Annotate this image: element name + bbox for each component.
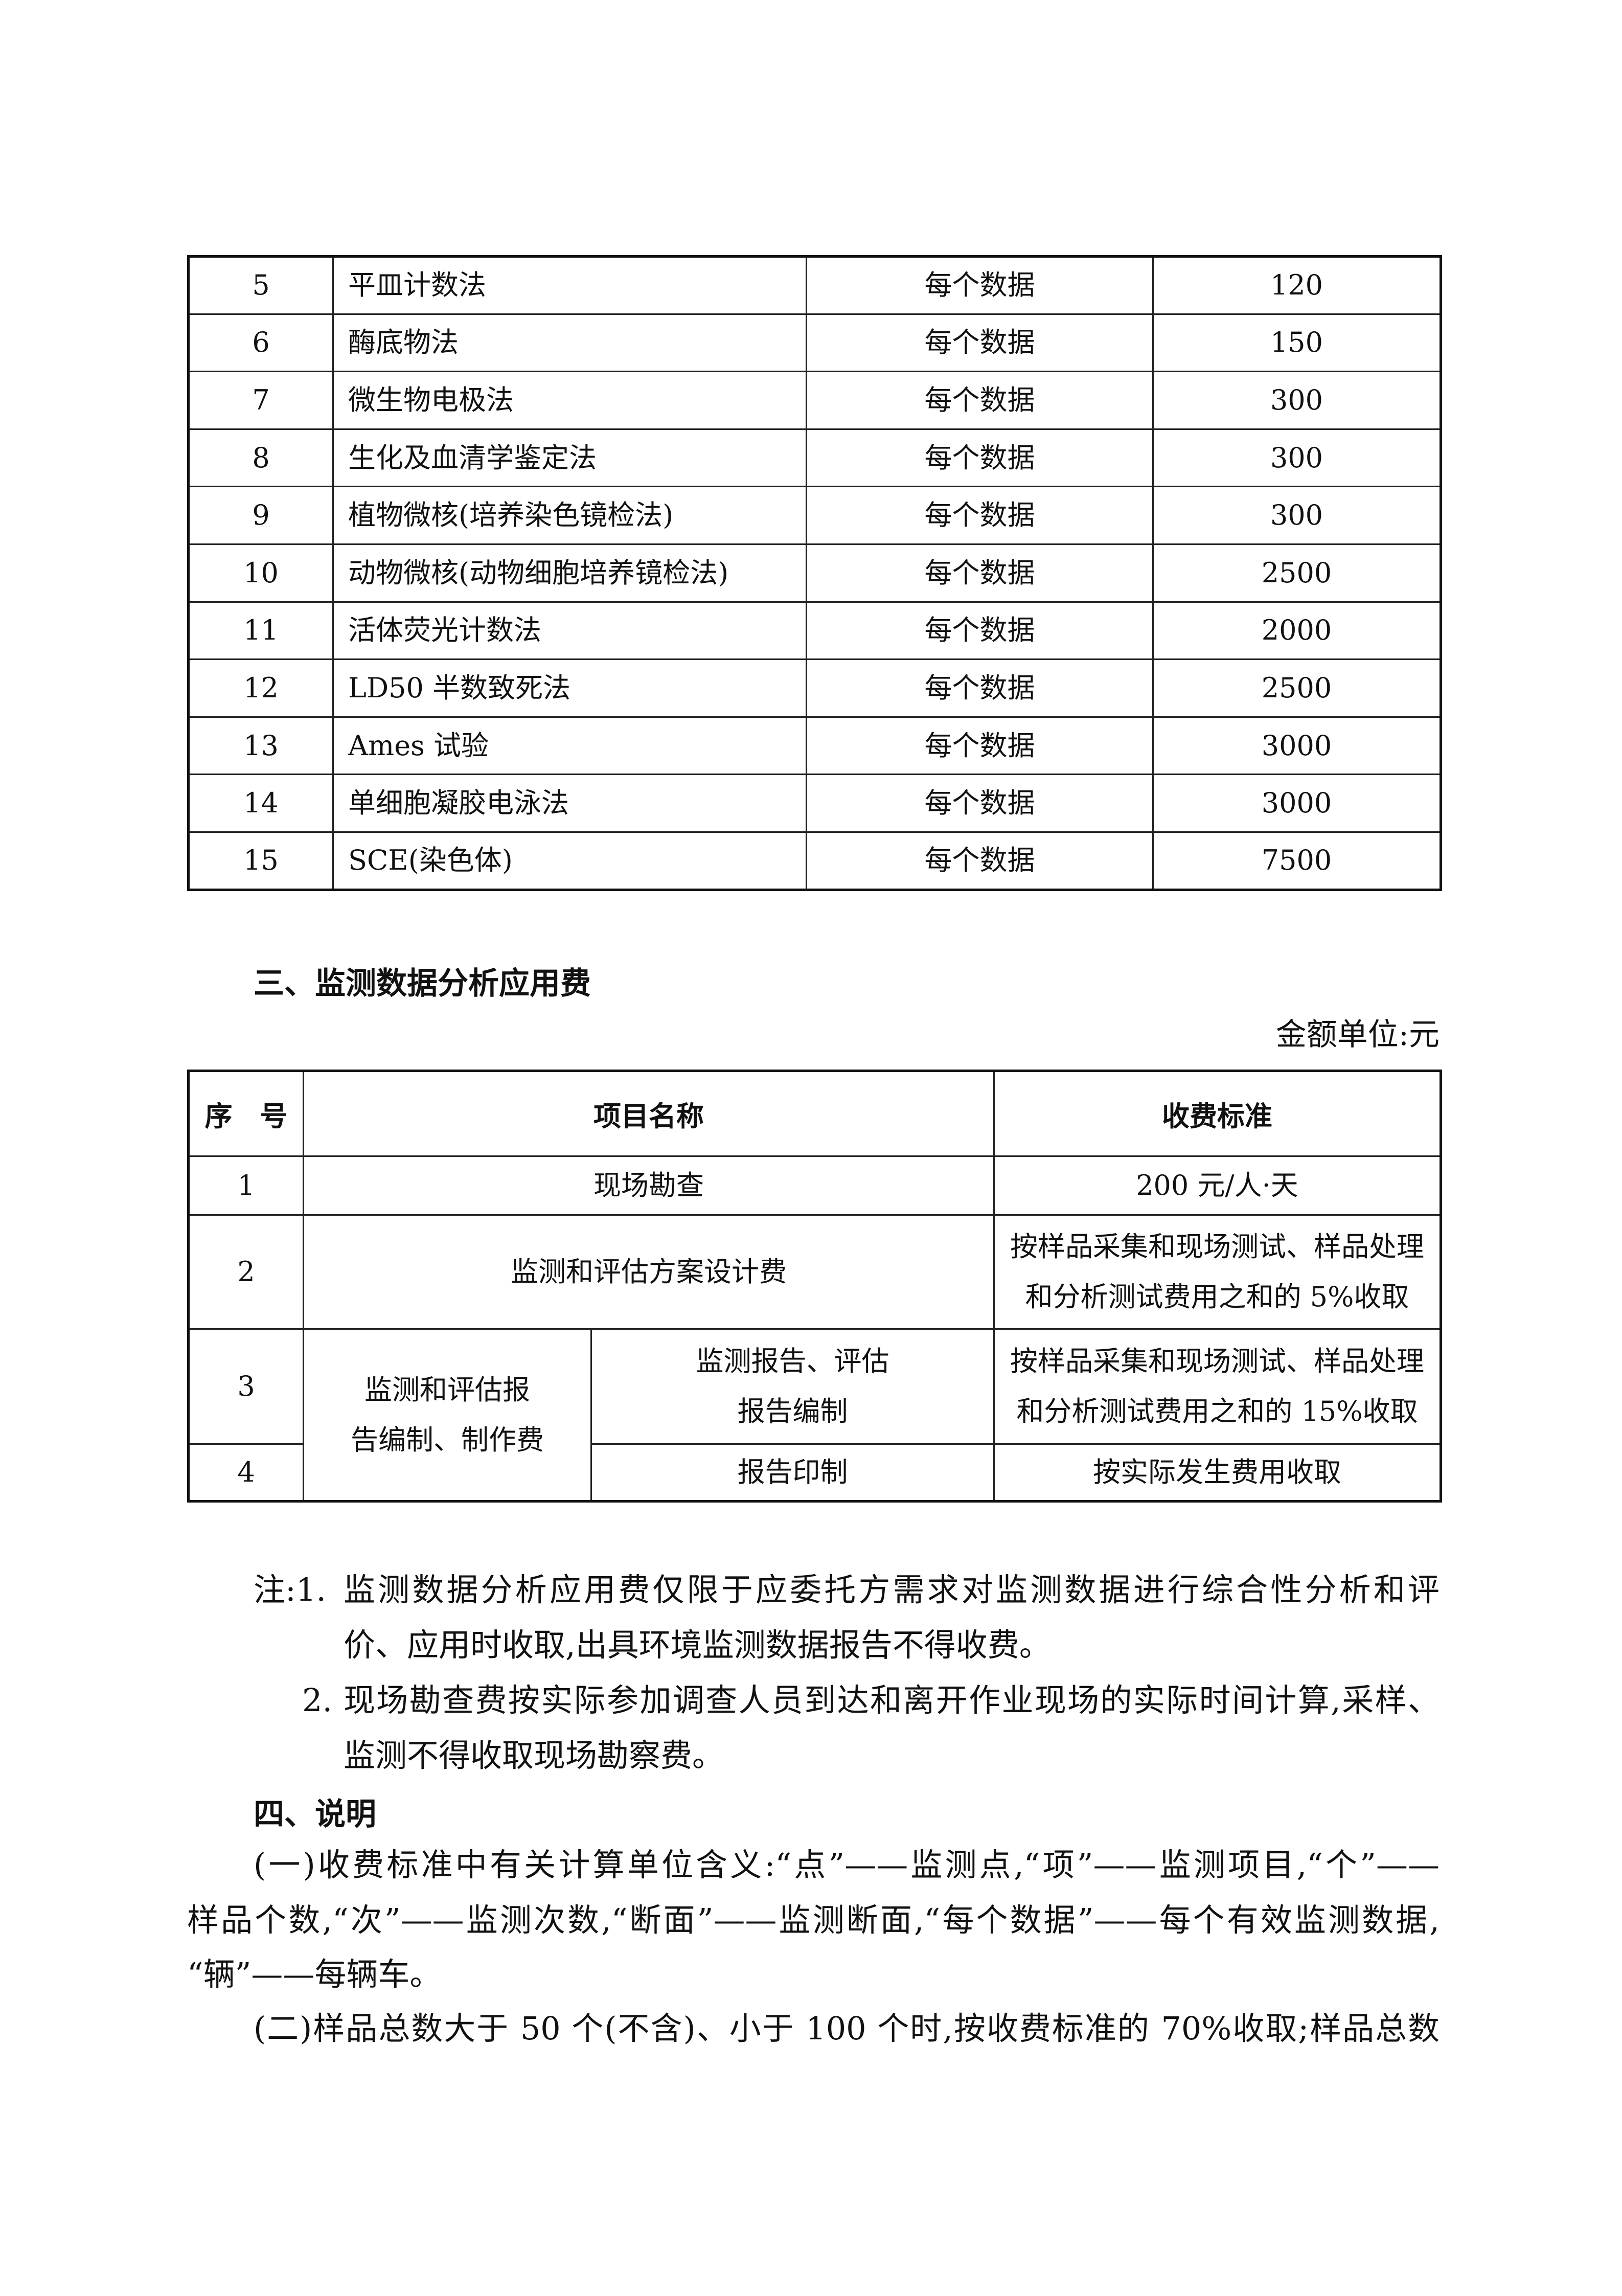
cell-no: 4 [188, 1443, 304, 1502]
header-no: 序 号 [188, 1070, 304, 1157]
cell-price: 3000 [1152, 774, 1442, 833]
fee-line: 按样品采集和现场测试、样品处理 [1010, 1345, 1424, 1377]
section-heading-3: 三、监测数据分析应用费 [254, 966, 591, 1002]
table-row: 5 平皿计数法 每个数据 120 [188, 256, 1442, 315]
cell-no: 11 [188, 601, 334, 661]
cell-fee: 按样品采集和现场测试、样品处理 和分析测试费用之和的 5%收取 [993, 1214, 1442, 1330]
section-heading-4: 四、说明 [254, 1797, 376, 1832]
fee-line: 和分析测试费用之和的 15%收取 [1016, 1395, 1418, 1427]
table-row: 3 监测和评估报 告编制、制作费 监测报告、评估 报告编制 按样品采集和现场测试、样… [188, 1328, 1442, 1502]
cell-unit: 每个数据 [806, 313, 1154, 373]
cell-no: 9 [188, 486, 334, 545]
cell-unit: 每个数据 [806, 716, 1154, 776]
name-line: 报告编制 [737, 1395, 848, 1427]
cell-price: 120 [1152, 256, 1442, 315]
table-row: 15 SCE(染色体) 每个数据 7500 [188, 831, 1442, 891]
cell-price: 150 [1152, 313, 1442, 373]
cell-no: 3 [188, 1328, 304, 1445]
note-1-line-1: 监测数据分析应用费仅限于应委托方需求对监测数据进行综合性分析和评 [344, 1571, 1440, 1608]
table-row: 4 报告印制 按实际发生费用收取 [188, 1443, 1442, 1502]
cell-no: 12 [188, 658, 334, 718]
cell-name: 微生物电极法 [332, 371, 807, 430]
table-row: 2 监测和评估方案设计费 按样品采集和现场测试、样品处理 和分析测试费用之和的 5… [188, 1214, 1442, 1330]
table-row: 8 生化及血清学鉴定法 每个数据 300 [188, 428, 1442, 488]
cell-fee: 200 元/人·天 [993, 1155, 1442, 1216]
cell-unit: 每个数据 [806, 658, 1154, 718]
cell-unit: 每个数据 [806, 256, 1154, 315]
cell-price: 300 [1152, 371, 1442, 430]
cell-group: 监测和评估报 告编制、制作费 [303, 1328, 592, 1502]
fee-table-continued: 5 平皿计数法 每个数据 120 6 酶底物法 每个数据 150 7 微生物电极法 每个数据 300 8… [187, 255, 1442, 891]
cell-price: 300 [1152, 486, 1442, 545]
note-2-number: 2. [302, 1681, 333, 1719]
para-1-line-2: 样品个数,“次”——监测次数,“断面”——监测断面,“每个数据”——每个有效监测… [187, 1901, 1440, 1939]
cell-fee: 按实际发生费用收取 [993, 1443, 1442, 1502]
cell-no: 6 [188, 313, 334, 373]
cell-name: LD50 半数致死法 [332, 658, 807, 718]
cell-price: 300 [1152, 428, 1442, 488]
cell-no: 5 [188, 256, 334, 315]
para-2-line-1: (二)样品总数大于 50 个(不含)、小于 100 个时,按收费标准的 70%收… [254, 2010, 1440, 2047]
fee-line: 和分析测试费用之和的 5%收取 [1025, 1281, 1409, 1313]
cell-name: 活体荧光计数法 [332, 601, 807, 661]
header-fee: 收费标准 [993, 1070, 1442, 1157]
cell-no: 14 [188, 774, 334, 833]
cell-unit: 每个数据 [806, 486, 1154, 545]
cell-unit: 每个数据 [806, 428, 1154, 488]
cell-unit: 每个数据 [806, 774, 1154, 833]
cell-name: 监测和评估方案设计费 [303, 1214, 995, 1330]
cell-price: 2500 [1152, 658, 1442, 718]
cell-no: 10 [188, 543, 334, 603]
cell-price: 2000 [1152, 601, 1442, 661]
table-row: 11 活体荧光计数法 每个数据 2000 [188, 601, 1442, 661]
cell-unit: 每个数据 [806, 543, 1154, 603]
cell-price: 3000 [1152, 716, 1442, 776]
note-2-line-1: 现场勘查费按实际参加调查人员到达和离开作业现场的实际时间计算,采样、 [344, 1681, 1440, 1719]
table-row: 13 Ames 试验 每个数据 3000 [188, 716, 1442, 776]
cell-no: 15 [188, 831, 334, 891]
cell-name: 单细胞凝胶电泳法 [332, 774, 807, 833]
table-row: 7 微生物电极法 每个数据 300 [188, 371, 1442, 430]
cell-name: 生化及血清学鉴定法 [332, 428, 807, 488]
group-line: 监测和评估报 [364, 1373, 530, 1406]
cell-unit: 每个数据 [806, 371, 1154, 430]
cell-fee: 按样品采集和现场测试、样品处理 和分析测试费用之和的 15%收取 [993, 1328, 1442, 1445]
para-1-line-3: “辆”——每辆车。 [187, 1956, 442, 1993]
cell-price: 2500 [1152, 543, 1442, 603]
cell-price: 7500 [1152, 831, 1442, 891]
table-row: 6 酶底物法 每个数据 150 [188, 313, 1442, 373]
para-1-line-1: (一)收费标准中有关计算单位含义:“点”——监测点,“项”——监测项目,“个”—… [254, 1846, 1440, 1883]
cell-no: 7 [188, 371, 334, 430]
cell-name: 动物微核(动物细胞培养镜检法) [332, 543, 807, 603]
cell-no: 8 [188, 428, 334, 488]
note-prefix: 注:1. [254, 1571, 327, 1608]
unit-note: 金额单位:元 [1275, 1017, 1440, 1053]
table-row: 12 LD50 半数致死法 每个数据 2500 [188, 658, 1442, 718]
cell-name: 报告印制 [590, 1443, 995, 1502]
fee-line: 按样品采集和现场测试、样品处理 [1010, 1231, 1424, 1263]
cell-unit: 每个数据 [806, 601, 1154, 661]
cell-name: 植物微核(培养染色镜检法) [332, 486, 807, 545]
cell-no: 1 [188, 1155, 304, 1216]
name-line: 监测报告、评估 [696, 1345, 889, 1377]
table-row: 9 植物微核(培养染色镜检法) 每个数据 300 [188, 486, 1442, 545]
table-row: 14 单细胞凝胶电泳法 每个数据 3000 [188, 774, 1442, 833]
analysis-fee-table: 序 号 项目名称 收费标准 1 现场勘查 200 元/人·天 2 监测和评估方案… [187, 1070, 1442, 1503]
note-1-line-2: 价、应用时收取,出具环境监测数据报告不得收费。 [344, 1626, 1051, 1664]
cell-name: 平皿计数法 [332, 256, 807, 315]
group-line: 告编制、制作费 [351, 1423, 544, 1456]
cell-no: 13 [188, 716, 334, 776]
cell-name: Ames 试验 [332, 716, 807, 776]
cell-name: 酶底物法 [332, 313, 807, 373]
table-header-row: 序 号 项目名称 收费标准 [188, 1070, 1442, 1157]
cell-name: SCE(染色体) [332, 831, 807, 891]
cell-name: 监测报告、评估 报告编制 [590, 1328, 995, 1445]
cell-no: 2 [188, 1214, 304, 1330]
table-row: 10 动物微核(动物细胞培养镜检法) 每个数据 2500 [188, 543, 1442, 603]
header-name: 项目名称 [303, 1070, 995, 1157]
cell-unit: 每个数据 [806, 831, 1154, 891]
note-2-line-2: 监测不得收取现场勘察费。 [344, 1737, 724, 1774]
table-row: 1 现场勘查 200 元/人·天 [188, 1155, 1442, 1216]
cell-name: 现场勘查 [303, 1155, 995, 1216]
